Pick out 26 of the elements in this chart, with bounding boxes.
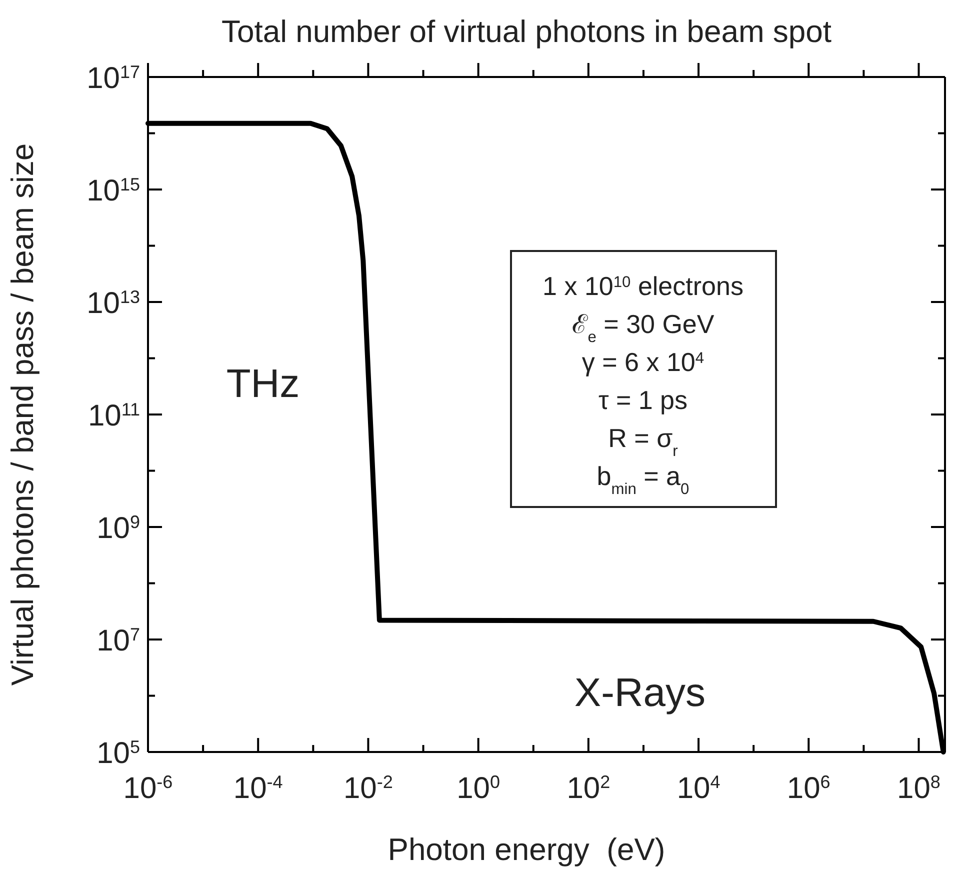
x-tick-label: 10$^{2}$ [566, 772, 610, 805]
annotation: τ = 1 ps [598, 385, 688, 415]
annotation: X-Rays [574, 671, 706, 715]
y-tick-label: 10$^{17}$ [86, 62, 140, 95]
y-tick-label: 10$^{7}$ [96, 624, 140, 658]
x-tick-label: 10$^{-6}$ [123, 772, 173, 805]
annotation: ℰ$_{e}$ = 30 GeV [572, 309, 715, 346]
x-tick-label: 10$^{-2}$ [344, 772, 393, 805]
x-axis-title: Photon energy (eV) [388, 832, 666, 867]
annotation: THz [226, 362, 300, 406]
y-tick-label: 10$^{15}$ [86, 174, 140, 208]
y-tick-label: 10$^{5}$ [96, 737, 140, 770]
annotation: R = σ$_{r}$ [608, 423, 678, 460]
x-tick-label: 10$^{0}$ [456, 772, 500, 805]
chart-title: Total number of virtual photons in beam spot [221, 14, 832, 49]
x-tick-label: 10$^{6}$ [786, 772, 830, 805]
x-tick-label: 10$^{8}$ [897, 772, 940, 805]
y-axis-title: Virtual photons / band pass / beam size [5, 143, 40, 686]
y-tick-label: 10$^{11}$ [88, 400, 140, 432]
y-tick-label: 10$^{13}$ [86, 287, 140, 320]
annotation: 1 x 10$^{10}$ electrons [542, 271, 744, 301]
annotation: γ = 6 x 10$^{4}$ [582, 347, 704, 377]
y-tick-label: 10$^{9}$ [96, 512, 140, 545]
x-tick-label: 10$^{-4}$ [233, 772, 283, 805]
x-tick-label: 10$^{4}$ [676, 772, 720, 805]
annotation: b$_{min}$ = a$_{0}$ [596, 461, 690, 498]
